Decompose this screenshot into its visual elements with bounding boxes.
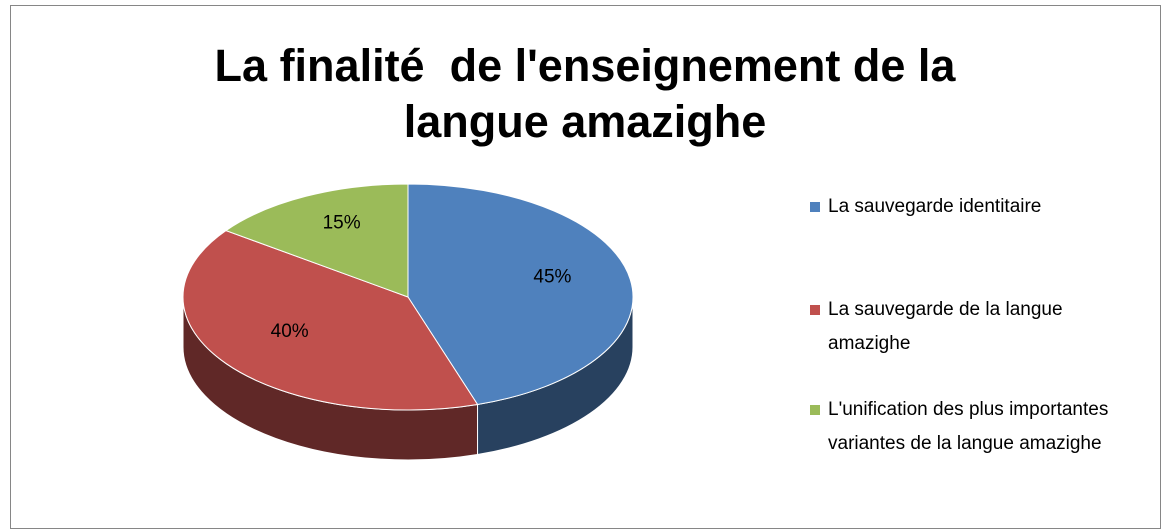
legend-item: La sauvegarde identitaire — [810, 190, 1110, 224]
legend-item: L'unification des plus importantes varia… — [810, 393, 1110, 461]
legend-swatch — [810, 305, 820, 315]
legend-label: L'unification des plus importantes varia… — [828, 399, 1109, 454]
legend-label: La sauvegarde de la langue amazighe — [828, 299, 1063, 354]
legend-swatch — [810, 202, 820, 212]
data-label: 40% — [271, 321, 309, 342]
title-box: La finalité de l'enseignement de la lang… — [10, 38, 1160, 150]
pie-slice — [224, 183, 409, 298]
legend-swatch — [810, 405, 820, 415]
pie-slice — [407, 183, 634, 406]
legend-item: La sauvegarde de la langue amazighe — [810, 293, 1110, 361]
data-label: 15% — [323, 213, 361, 234]
legend-label: La sauvegarde identitaire — [828, 196, 1042, 217]
data-label: 45% — [533, 267, 571, 288]
pie-slice — [182, 230, 479, 411]
chart-title: La finalité de l'enseignement de la lang… — [214, 40, 968, 147]
